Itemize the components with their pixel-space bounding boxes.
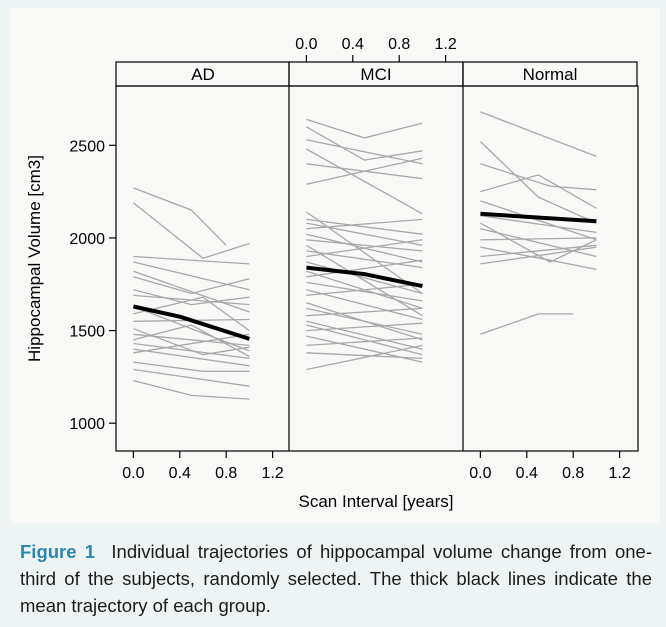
trajectory-ad-2	[133, 255, 250, 265]
trajectory-mci-12	[306, 244, 423, 317]
x-tick-label-mci-top-3: 1.2	[434, 36, 456, 53]
y-tick-label-1: 1500	[69, 324, 105, 341]
x-tick-label-ad-3: 1.2	[261, 465, 283, 482]
x-tick-label-ad-0: 0.0	[122, 465, 144, 482]
trajectory-mci-2	[306, 139, 423, 165]
trajectory-ad-16	[133, 333, 250, 354]
trajectory-normal-12	[480, 313, 574, 335]
trajectory-normal-5	[480, 215, 597, 234]
trajectory-normal-9	[480, 246, 597, 271]
trajectory-ad-3	[133, 261, 250, 291]
trajectory-mci-23	[306, 307, 423, 317]
trajectory-ad-13	[133, 324, 250, 358]
x-tick-label-normal-1: 0.4	[516, 465, 538, 482]
trajectory-mci-22	[306, 307, 423, 335]
trajectory-normal-10	[480, 244, 597, 258]
strip-normal	[462, 61, 638, 87]
y-tick-label-2: 2000	[69, 231, 105, 248]
mean-trajectory-mci	[306, 265, 423, 289]
trajectory-mci-1	[306, 126, 423, 161]
trajectory-mci-11	[306, 239, 423, 252]
caption-label: Figure 1	[20, 541, 96, 562]
trajectory-ad-17	[133, 361, 250, 372]
trajectory-normal-8	[480, 237, 597, 241]
trajectory-mci-6	[306, 211, 423, 295]
x-tick-label-mci-top-2: 0.8	[388, 36, 410, 53]
mean-trajectory-ad	[132, 304, 251, 341]
trajectory-normal-0	[480, 111, 597, 158]
caption-text: Individual trajectories of hippocampal v…	[20, 541, 653, 616]
strip-label-ad: AD	[191, 65, 215, 84]
trajectory-mci-7	[306, 218, 423, 235]
trajectory-ad-6	[133, 289, 250, 306]
x-tick-label-normal-3: 1.2	[608, 465, 630, 482]
mean-trajectory-normal	[480, 211, 597, 224]
x-tick-label-normal-2: 0.8	[562, 465, 584, 482]
trajectory-mci-30	[306, 344, 423, 371]
trajectory-ad-5	[133, 276, 250, 295]
trajectory-mci-9	[306, 218, 423, 230]
plot-area: AD MCI Normal 1000 1500 2000 2500 Hippocampal V…	[10, 8, 660, 523]
trajectory-ad-15	[133, 348, 250, 367]
trajectory-normal-11	[480, 246, 597, 265]
trajectory-mci-5	[306, 157, 423, 185]
y-tick-label-3: 2500	[69, 138, 105, 155]
trajectory-mci-19	[306, 289, 423, 321]
trellis-chart: AD MCI Normal 1000 1500 2000 2500 Hippocampal V…	[25, 36, 639, 511]
y-axis-label: Hippocampal Volume [cm3]	[25, 155, 44, 362]
trajectory-mci-29	[306, 352, 423, 360]
trajectory-mci-3	[306, 148, 423, 215]
x-tick-label-ad-2: 0.8	[215, 465, 237, 482]
trajectory-ad-0	[133, 187, 227, 246]
trajectory-normal-3	[480, 174, 597, 209]
trajectory-mci-15	[306, 261, 423, 295]
x-tick-label-ad-1: 0.4	[169, 465, 191, 482]
trajectory-mci-0	[306, 118, 423, 139]
trajectory-ad-18	[133, 368, 250, 387]
trajectory-ad-19	[133, 379, 250, 400]
trajectory-normal-7	[480, 228, 597, 258]
figure-caption: Figure 1 Individual trajectories of hipp…	[20, 538, 652, 619]
trajectory-mci-28	[306, 337, 423, 347]
strip-label-normal: Normal	[523, 65, 578, 84]
x-tick-label-normal-0: 0.0	[469, 465, 491, 482]
x-axis-label: Scan Interval [years]	[299, 492, 454, 511]
trajectory-mci-24	[306, 320, 423, 350]
panels-border	[115, 85, 639, 452]
x-tick-label-mci-top-1: 0.4	[342, 36, 364, 53]
trajectory-ad-11	[133, 328, 250, 356]
trajectory-normal-1	[479, 141, 597, 224]
trajectory-normal-2	[480, 163, 597, 191]
trajectory-mci-20	[306, 283, 423, 297]
trajectory-normal-4	[480, 200, 597, 241]
trajectory-mci-18	[306, 281, 423, 302]
trajectory-ad-4	[133, 270, 250, 313]
trajectory-ad-12	[133, 333, 250, 347]
trajectory-mci-26	[306, 322, 423, 332]
trajectory-ad-1	[132, 202, 250, 260]
x-tick-label-mci-top-0: 0.0	[295, 36, 317, 53]
trajectory-ad-14	[133, 342, 250, 360]
y-tick-label-0: 1000	[69, 416, 105, 433]
strip-label-mci: MCI	[360, 65, 391, 84]
trajectory-mci-14	[306, 239, 423, 258]
trajectory-mci-17	[306, 259, 423, 278]
